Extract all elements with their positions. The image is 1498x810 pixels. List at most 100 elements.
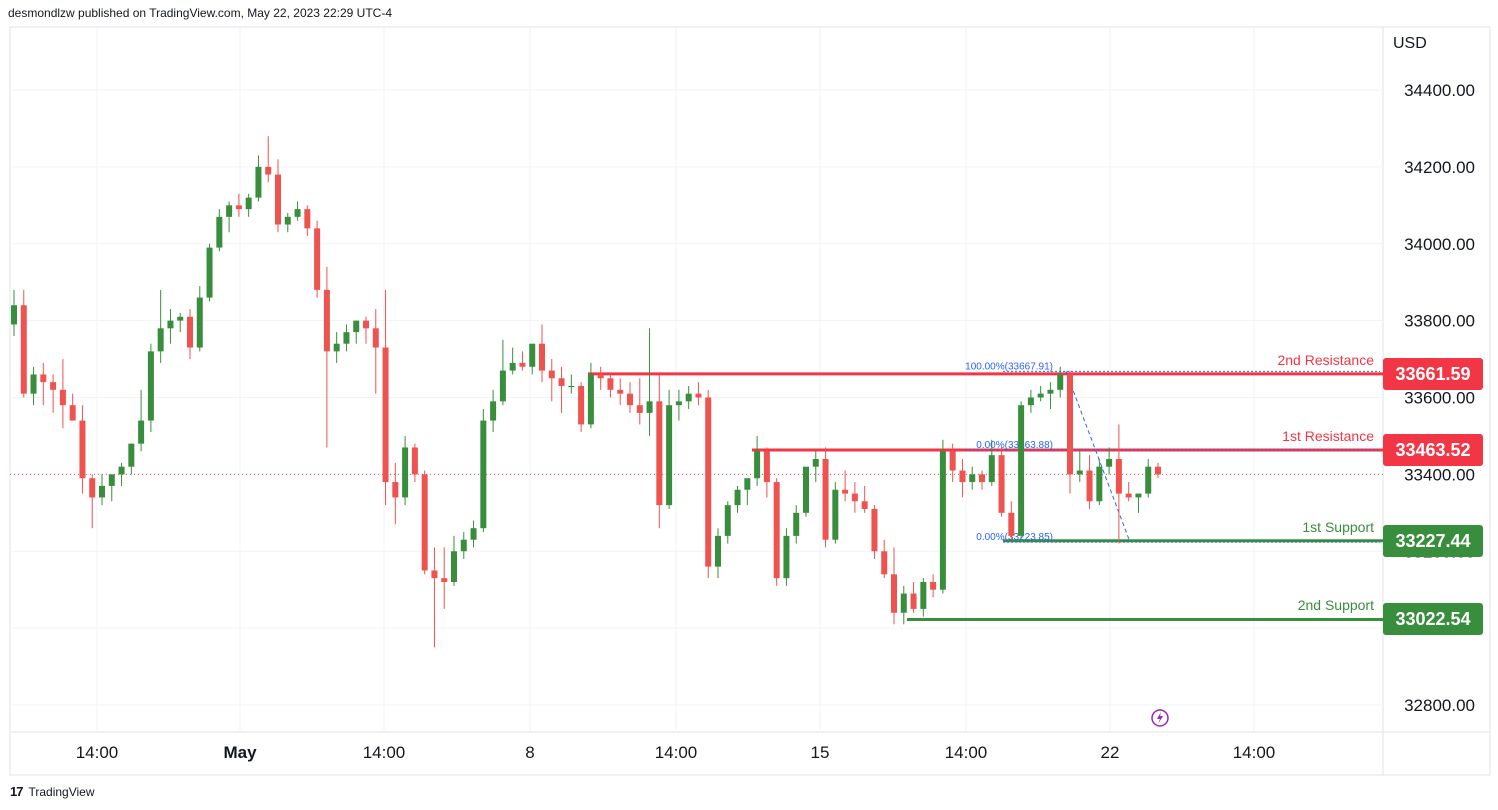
candle-body — [587, 374, 594, 425]
lightning-icon[interactable] — [1151, 709, 1169, 727]
candle-body — [323, 289, 330, 352]
fibonacci-tool[interactable]: 100.00%(33667.91) 0.00%(33463.88) 0.00%(33… — [965, 361, 1380, 543]
x-tick-label: 15 — [811, 743, 830, 762]
candle-body — [490, 401, 497, 421]
lightning-icon-ring — [1151, 709, 1169, 727]
candle-body — [431, 570, 438, 579]
x-tick-label: 14:00 — [945, 743, 988, 762]
candle-body — [284, 216, 291, 225]
candle-body — [294, 209, 301, 217]
candle-body — [1125, 493, 1132, 498]
candle-body — [363, 320, 369, 329]
y-tick-label: 33600.00 — [1404, 389, 1475, 408]
y-tick-label: 33800.00 — [1404, 312, 1475, 331]
candle-body — [891, 574, 897, 613]
candle-body — [314, 228, 321, 290]
candle-body — [754, 451, 761, 479]
candle-body — [108, 474, 115, 486]
candle-body — [675, 401, 682, 406]
fib-level-label: 100.00%(33667.91) — [965, 361, 1053, 372]
candle-body — [900, 593, 907, 613]
candle-body — [79, 420, 86, 479]
candle-body — [851, 493, 858, 502]
candle-body — [1115, 459, 1122, 494]
level-price-tag: 33227.44 — [1383, 524, 1483, 557]
level-label: 2nd Support — [1297, 597, 1374, 614]
y-tick-label: 34000.00 — [1404, 235, 1475, 254]
candle-body — [187, 316, 193, 348]
candle-body — [695, 393, 702, 398]
candle-body — [353, 320, 360, 333]
footer-brand[interactable]: 17 TradingView — [10, 784, 95, 799]
fib-trend-line — [1065, 371, 1131, 543]
candle-body — [382, 347, 389, 483]
candle-body — [1096, 466, 1103, 502]
y-tick-label: 34200.00 — [1404, 158, 1475, 177]
candle-body — [979, 474, 985, 483]
candle-body — [1037, 393, 1044, 398]
candle-body — [803, 466, 809, 513]
currency-label: USD — [1393, 35, 1427, 52]
candle-body — [920, 582, 927, 609]
candle-body — [11, 305, 17, 325]
candle-body — [265, 166, 272, 175]
candle-body — [157, 328, 164, 352]
candle-body — [568, 385, 575, 387]
candle-body — [460, 539, 467, 552]
candle-body — [226, 205, 233, 217]
candle-body — [128, 443, 135, 467]
candle-body — [666, 405, 673, 506]
candle-body — [1076, 470, 1083, 475]
candle-body — [773, 482, 780, 579]
candle-body — [138, 420, 145, 444]
candle-body — [421, 474, 428, 571]
candle-body — [763, 451, 770, 483]
candle-body — [930, 582, 937, 590]
candle-body — [1018, 405, 1025, 536]
candle-body — [842, 489, 849, 494]
candle-body — [793, 512, 800, 536]
candle-body — [724, 505, 731, 536]
x-tick-label: 14:00 — [655, 743, 698, 762]
y-tick-label: 32800.00 — [1404, 696, 1475, 715]
x-tick-label: 14:00 — [363, 743, 406, 762]
candle-body — [578, 385, 585, 425]
candle-body — [89, 478, 96, 498]
candle-body — [656, 401, 663, 506]
candle-body — [998, 455, 1005, 513]
candle-body — [1086, 470, 1093, 502]
candle-body — [480, 420, 487, 529]
candle-body — [548, 370, 555, 379]
candle-body — [617, 389, 624, 394]
candle-body — [30, 374, 37, 394]
candle-body — [441, 578, 448, 582]
candle-body — [40, 374, 47, 383]
candle-body — [343, 332, 350, 344]
candle-body — [519, 362, 526, 367]
candle-body — [118, 466, 125, 475]
y-tick-label: 33400.00 — [1404, 465, 1475, 484]
candle-body — [646, 401, 653, 413]
candle-body — [529, 343, 536, 367]
candle-body — [147, 351, 154, 421]
candle-body — [470, 528, 477, 540]
chart-grid — [9, 26, 1491, 776]
candle-body — [402, 447, 409, 498]
candle-body — [275, 174, 281, 225]
level-label: 1st Resistance — [1282, 427, 1374, 444]
candlestick-series — [11, 136, 1161, 648]
candle-body — [871, 508, 878, 552]
candle-body — [509, 362, 516, 371]
candle-body — [245, 197, 252, 210]
level-label: 2nd Resistance — [1277, 351, 1374, 368]
level-price-tag: 33463.52 — [1383, 433, 1483, 466]
candle-body — [99, 485, 105, 498]
candle-body — [910, 593, 917, 609]
candle-body — [627, 393, 633, 406]
candle-body — [206, 247, 213, 298]
candle-body — [861, 501, 868, 509]
x-tick-label: 8 — [525, 743, 534, 762]
candle-body — [959, 470, 966, 483]
x-tick-label: 22 — [1101, 743, 1120, 762]
